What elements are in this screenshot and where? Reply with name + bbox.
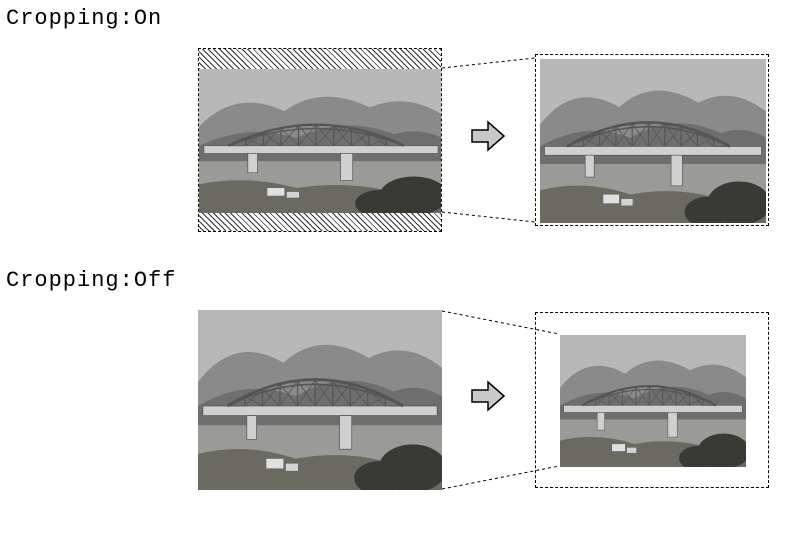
hatch-top xyxy=(199,49,442,69)
photo-svg xyxy=(540,59,766,223)
source-photo-off xyxy=(198,310,442,490)
photo-svg xyxy=(198,310,442,490)
dest-photo-on xyxy=(540,59,766,223)
source-photo-on xyxy=(199,69,442,213)
label-cropping-on: Cropping:On xyxy=(6,6,162,31)
dest-box-off xyxy=(535,312,769,488)
source-box-on xyxy=(198,48,442,232)
photo-svg xyxy=(199,69,442,213)
label-cropping-off: Cropping:Off xyxy=(6,268,176,293)
projection-lines-on xyxy=(442,48,536,232)
photo-svg xyxy=(560,335,746,467)
hatch-bottom xyxy=(199,213,442,232)
dest-photo-off xyxy=(560,335,746,467)
dest-box-on xyxy=(535,54,769,226)
